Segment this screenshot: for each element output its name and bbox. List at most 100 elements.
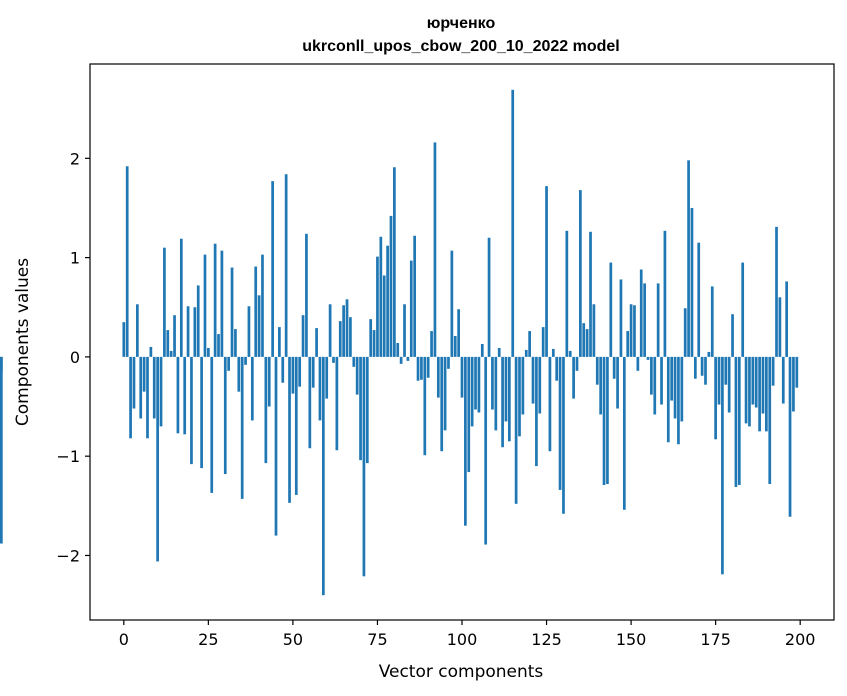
x-tick-label: 0 bbox=[119, 630, 129, 649]
bar-67 bbox=[349, 317, 352, 357]
bar-74 bbox=[372, 330, 376, 357]
bar-190 bbox=[765, 356, 768, 432]
bar-23 bbox=[200, 356, 203, 469]
bar-46 bbox=[278, 327, 281, 357]
bar-113 bbox=[504, 356, 508, 422]
bar-39 bbox=[254, 266, 258, 357]
bar-62 bbox=[332, 356, 335, 363]
bar-191 bbox=[768, 356, 772, 484]
bar-40 bbox=[257, 295, 261, 357]
bar-160 bbox=[663, 230, 667, 357]
bar-29 bbox=[220, 250, 224, 357]
bar-90 bbox=[426, 356, 430, 378]
bar-167 bbox=[687, 160, 690, 357]
bar-189 bbox=[761, 356, 765, 414]
bar-109 bbox=[491, 356, 494, 410]
bar-77 bbox=[382, 275, 386, 357]
bar-22 bbox=[196, 285, 200, 357]
bar-97 bbox=[450, 250, 454, 357]
bar-11 bbox=[159, 356, 163, 427]
y-tick-label: 2 bbox=[70, 149, 80, 168]
bar-121 bbox=[531, 356, 535, 404]
bar-139 bbox=[592, 304, 596, 357]
bar-107 bbox=[484, 356, 488, 545]
bar-148 bbox=[622, 356, 626, 510]
bar-146 bbox=[616, 356, 619, 409]
bar-178 bbox=[724, 356, 728, 385]
bar-197 bbox=[788, 356, 792, 517]
bar-72 bbox=[365, 356, 369, 464]
bar-80 bbox=[393, 167, 396, 357]
bar-87 bbox=[416, 356, 420, 381]
bar-91 bbox=[430, 331, 433, 357]
bar-106 bbox=[480, 343, 484, 357]
x-tick-label: 50 bbox=[283, 630, 303, 649]
y-axis-label: Components values bbox=[13, 258, 33, 426]
chart-title-line-2: ukrconll_upos_cbow_200_10_2022 model bbox=[302, 38, 619, 55]
bar-102 bbox=[467, 356, 471, 473]
bar-82 bbox=[399, 356, 403, 364]
bar-159 bbox=[660, 356, 663, 405]
bar-89 bbox=[423, 356, 427, 456]
bar-150 bbox=[629, 304, 633, 357]
bar-16 bbox=[176, 356, 180, 434]
y-tick-label: 0 bbox=[70, 348, 80, 367]
bar-43 bbox=[267, 356, 271, 407]
y-tick-label: 1 bbox=[70, 249, 80, 268]
bar-103 bbox=[470, 356, 474, 427]
bar-142 bbox=[602, 356, 606, 485]
bar-136 bbox=[582, 323, 586, 357]
bar-45 bbox=[274, 356, 278, 536]
bar-99 bbox=[457, 309, 460, 357]
bar-1 bbox=[125, 166, 129, 357]
bar-122 bbox=[535, 356, 538, 467]
plot-frame bbox=[89, 63, 835, 621]
bar-143 bbox=[606, 356, 609, 484]
x-tick-label: 150 bbox=[616, 630, 647, 649]
bar-88 bbox=[420, 356, 423, 380]
bar-33 bbox=[234, 329, 237, 357]
bar-111 bbox=[497, 347, 501, 357]
bar-125 bbox=[545, 186, 548, 357]
bar-10 bbox=[156, 356, 159, 562]
bar-127 bbox=[551, 348, 555, 357]
bar-199 bbox=[795, 356, 799, 388]
bar-79 bbox=[389, 215, 393, 357]
bar-155 bbox=[646, 356, 650, 360]
bar-5 bbox=[139, 356, 143, 419]
bar-168 bbox=[690, 207, 694, 357]
bar-181 bbox=[734, 356, 738, 487]
bar-175 bbox=[714, 356, 717, 440]
y-tick-label: −1 bbox=[56, 447, 80, 466]
bar-44 bbox=[271, 181, 274, 357]
bar-116 bbox=[514, 356, 518, 504]
bar-120 bbox=[528, 331, 531, 357]
bar-30 bbox=[223, 356, 227, 475]
bar-169 bbox=[693, 356, 697, 379]
bar-36 bbox=[244, 356, 247, 365]
bar-135 bbox=[579, 190, 582, 357]
bar-19 bbox=[186, 306, 190, 357]
bar-6 bbox=[142, 356, 146, 392]
bar-18 bbox=[183, 356, 187, 435]
bar-164 bbox=[677, 356, 680, 445]
bar-198 bbox=[792, 356, 795, 412]
bar-53 bbox=[301, 315, 305, 357]
bar-68 bbox=[352, 356, 356, 367]
bar-21 bbox=[193, 307, 197, 357]
bar-118 bbox=[521, 356, 525, 415]
bar-49 bbox=[288, 356, 291, 503]
bar-48 bbox=[284, 174, 288, 357]
bar-145 bbox=[612, 356, 616, 379]
bar-176 bbox=[717, 356, 721, 405]
bar-110 bbox=[494, 356, 498, 431]
bar-138 bbox=[589, 231, 592, 357]
bar-27 bbox=[213, 243, 217, 357]
bar-161 bbox=[666, 356, 670, 443]
bar-42 bbox=[264, 356, 268, 464]
bar-187 bbox=[754, 356, 758, 408]
bar-170 bbox=[697, 242, 701, 357]
x-tick-label: 175 bbox=[700, 630, 731, 649]
bar-86 bbox=[413, 235, 417, 357]
